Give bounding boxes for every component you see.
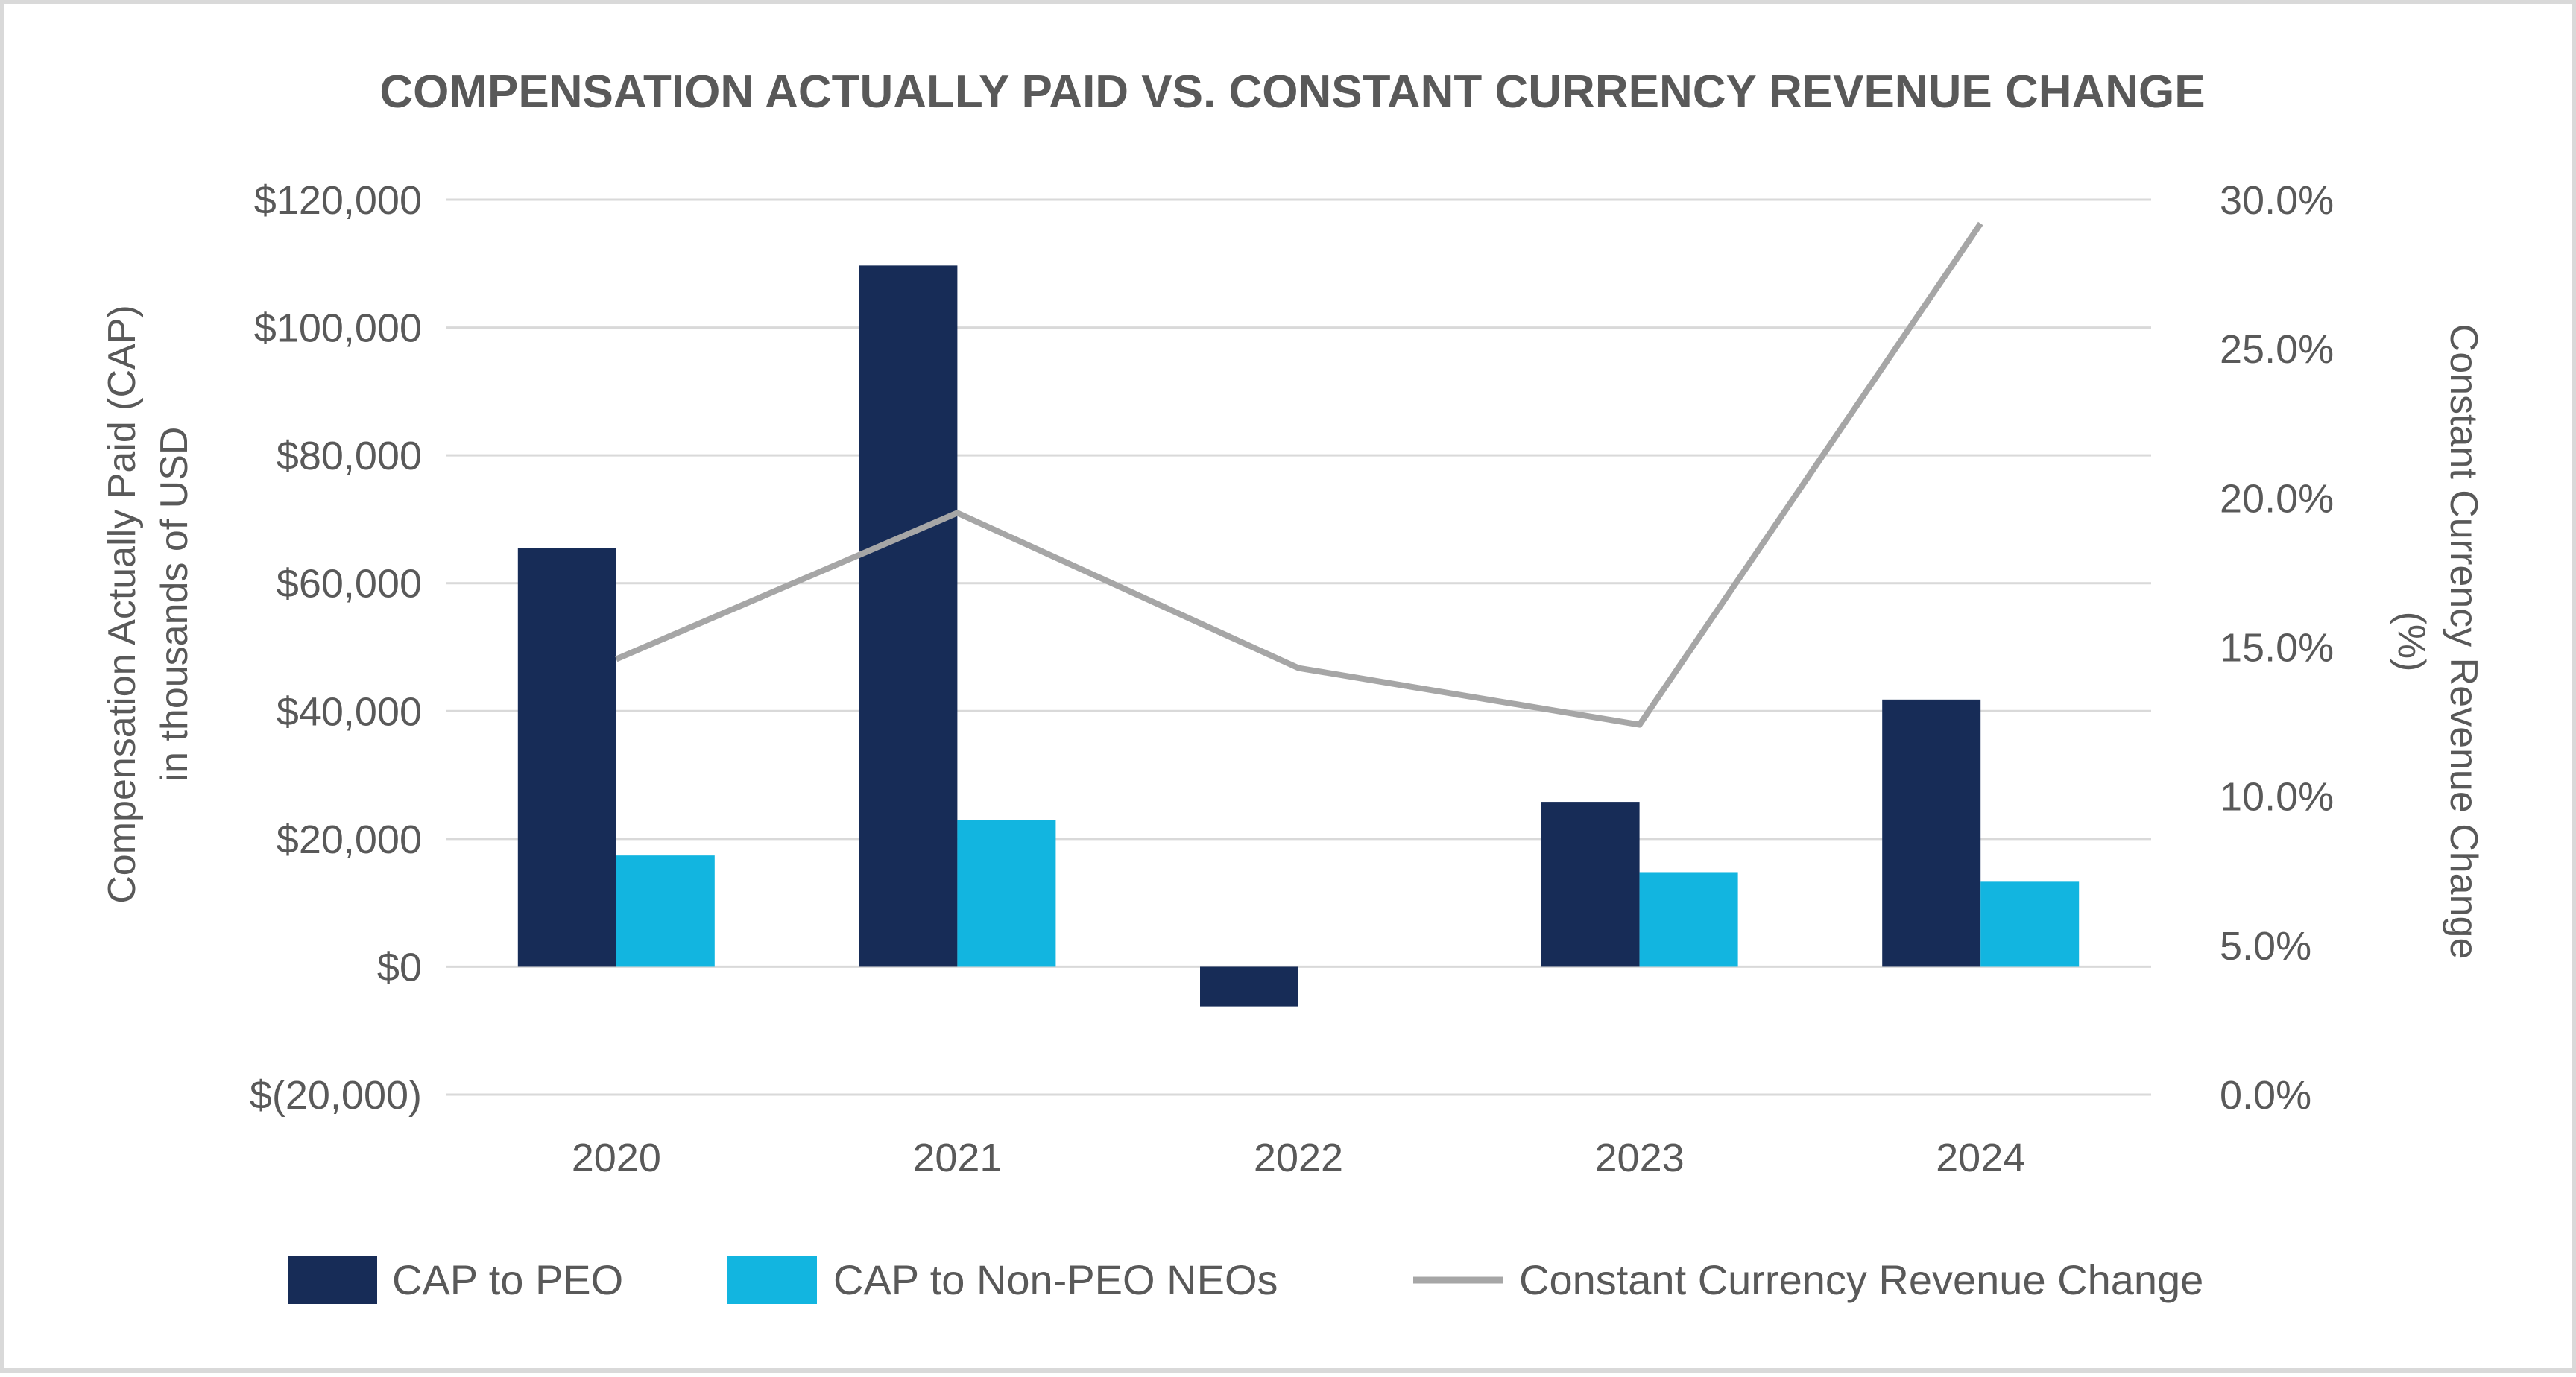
x-tick-label: 2024: [1936, 1136, 2025, 1180]
y-tick-label: $80,000: [277, 434, 422, 478]
y2-tick-label: 25.0%: [2220, 327, 2334, 372]
y2-tick-label: 30.0%: [2220, 178, 2334, 223]
x-axis-ticks: 2020 2021 2022 2023 2024: [572, 1136, 2026, 1180]
legend-label-cap-to-non-peo-neos: CAP to Non-PEO NEOs: [833, 1256, 1278, 1303]
y-tick-label: $100,000: [254, 306, 422, 351]
y2-tick-label: 15.0%: [2220, 626, 2334, 671]
y-tick-label: $0: [377, 945, 422, 990]
bar-cap-to-peo-2023: [1541, 802, 1640, 967]
x-tick-label: 2020: [572, 1136, 661, 1180]
y2-axis-title-line2: (%): [2390, 612, 2433, 672]
x-tick-label: 2023: [1595, 1136, 1685, 1180]
legend: CAP to PEO CAP to Non-PEO NEOs Constant Cu…: [288, 1256, 2203, 1304]
y-tick-label: $120,000: [254, 178, 422, 223]
bars-layer: [517, 265, 2080, 1007]
y2-tick-label: 5.0%: [2220, 924, 2311, 969]
grid-lines: [446, 198, 2151, 1096]
y2-tick-label: 20.0%: [2220, 476, 2334, 521]
y-tick-label: $(20,000): [250, 1073, 422, 1118]
y-tick-label: $20,000: [277, 817, 422, 862]
y2-axis-title-line1: Constant Currency Revenue Change: [2442, 324, 2485, 960]
revenue-line-layer: [615, 221, 1983, 728]
legend-label-cap-to-peo: CAP to PEO: [392, 1256, 623, 1303]
bar-cap-to-non-peo-neos-2024: [1980, 881, 2080, 967]
bar-cap-to-non-peo-neos-2021: [957, 820, 1056, 967]
x-tick-label: 2021: [912, 1136, 1002, 1180]
y-tick-label: $60,000: [277, 562, 422, 607]
line-series-revenue-change: [615, 221, 1983, 728]
left-axis-ticks: $(20,000) $0 $20,000 $40,000 $60,000 $80,000 $…: [250, 178, 422, 1118]
bar-cap-to-peo-2024: [1882, 699, 1981, 967]
y-axis-title-line1: Compensation Actually Paid (CAP): [101, 305, 144, 904]
legend-swatch-cap-to-non-peo-neos: [727, 1256, 817, 1304]
y-axis-title-line2: in thousands of USD: [153, 427, 196, 782]
bar-cap-to-non-peo-neos-2020: [616, 855, 715, 967]
bar-cap-to-non-peo-neos-2023: [1639, 872, 1738, 967]
legend-label-constant-currency-revenue-change: Constant Currency Revenue Change: [1519, 1256, 2203, 1303]
legend-swatch-cap-to-peo: [288, 1256, 377, 1304]
x-tick-label: 2022: [1254, 1136, 1343, 1180]
y-tick-label: $40,000: [277, 689, 422, 734]
chart-canvas: COMPENSATION ACTUALLY PAID VS. CONSTANT …: [101, 66, 2485, 1304]
bar-cap-to-peo-2021: [859, 265, 958, 967]
bar-cap-to-peo-2020: [517, 548, 616, 967]
y2-tick-label: 0.0%: [2220, 1073, 2311, 1118]
chart-title: COMPENSATION ACTUALLY PAID VS. CONSTANT …: [379, 66, 2205, 118]
bar-cap-to-peo-2022: [1200, 966, 1298, 1007]
right-axis-ticks: 0.0% 5.0% 10.0% 15.0% 20.0% 25.0% 30.0%: [2220, 178, 2334, 1118]
y2-tick-label: 10.0%: [2220, 775, 2334, 820]
